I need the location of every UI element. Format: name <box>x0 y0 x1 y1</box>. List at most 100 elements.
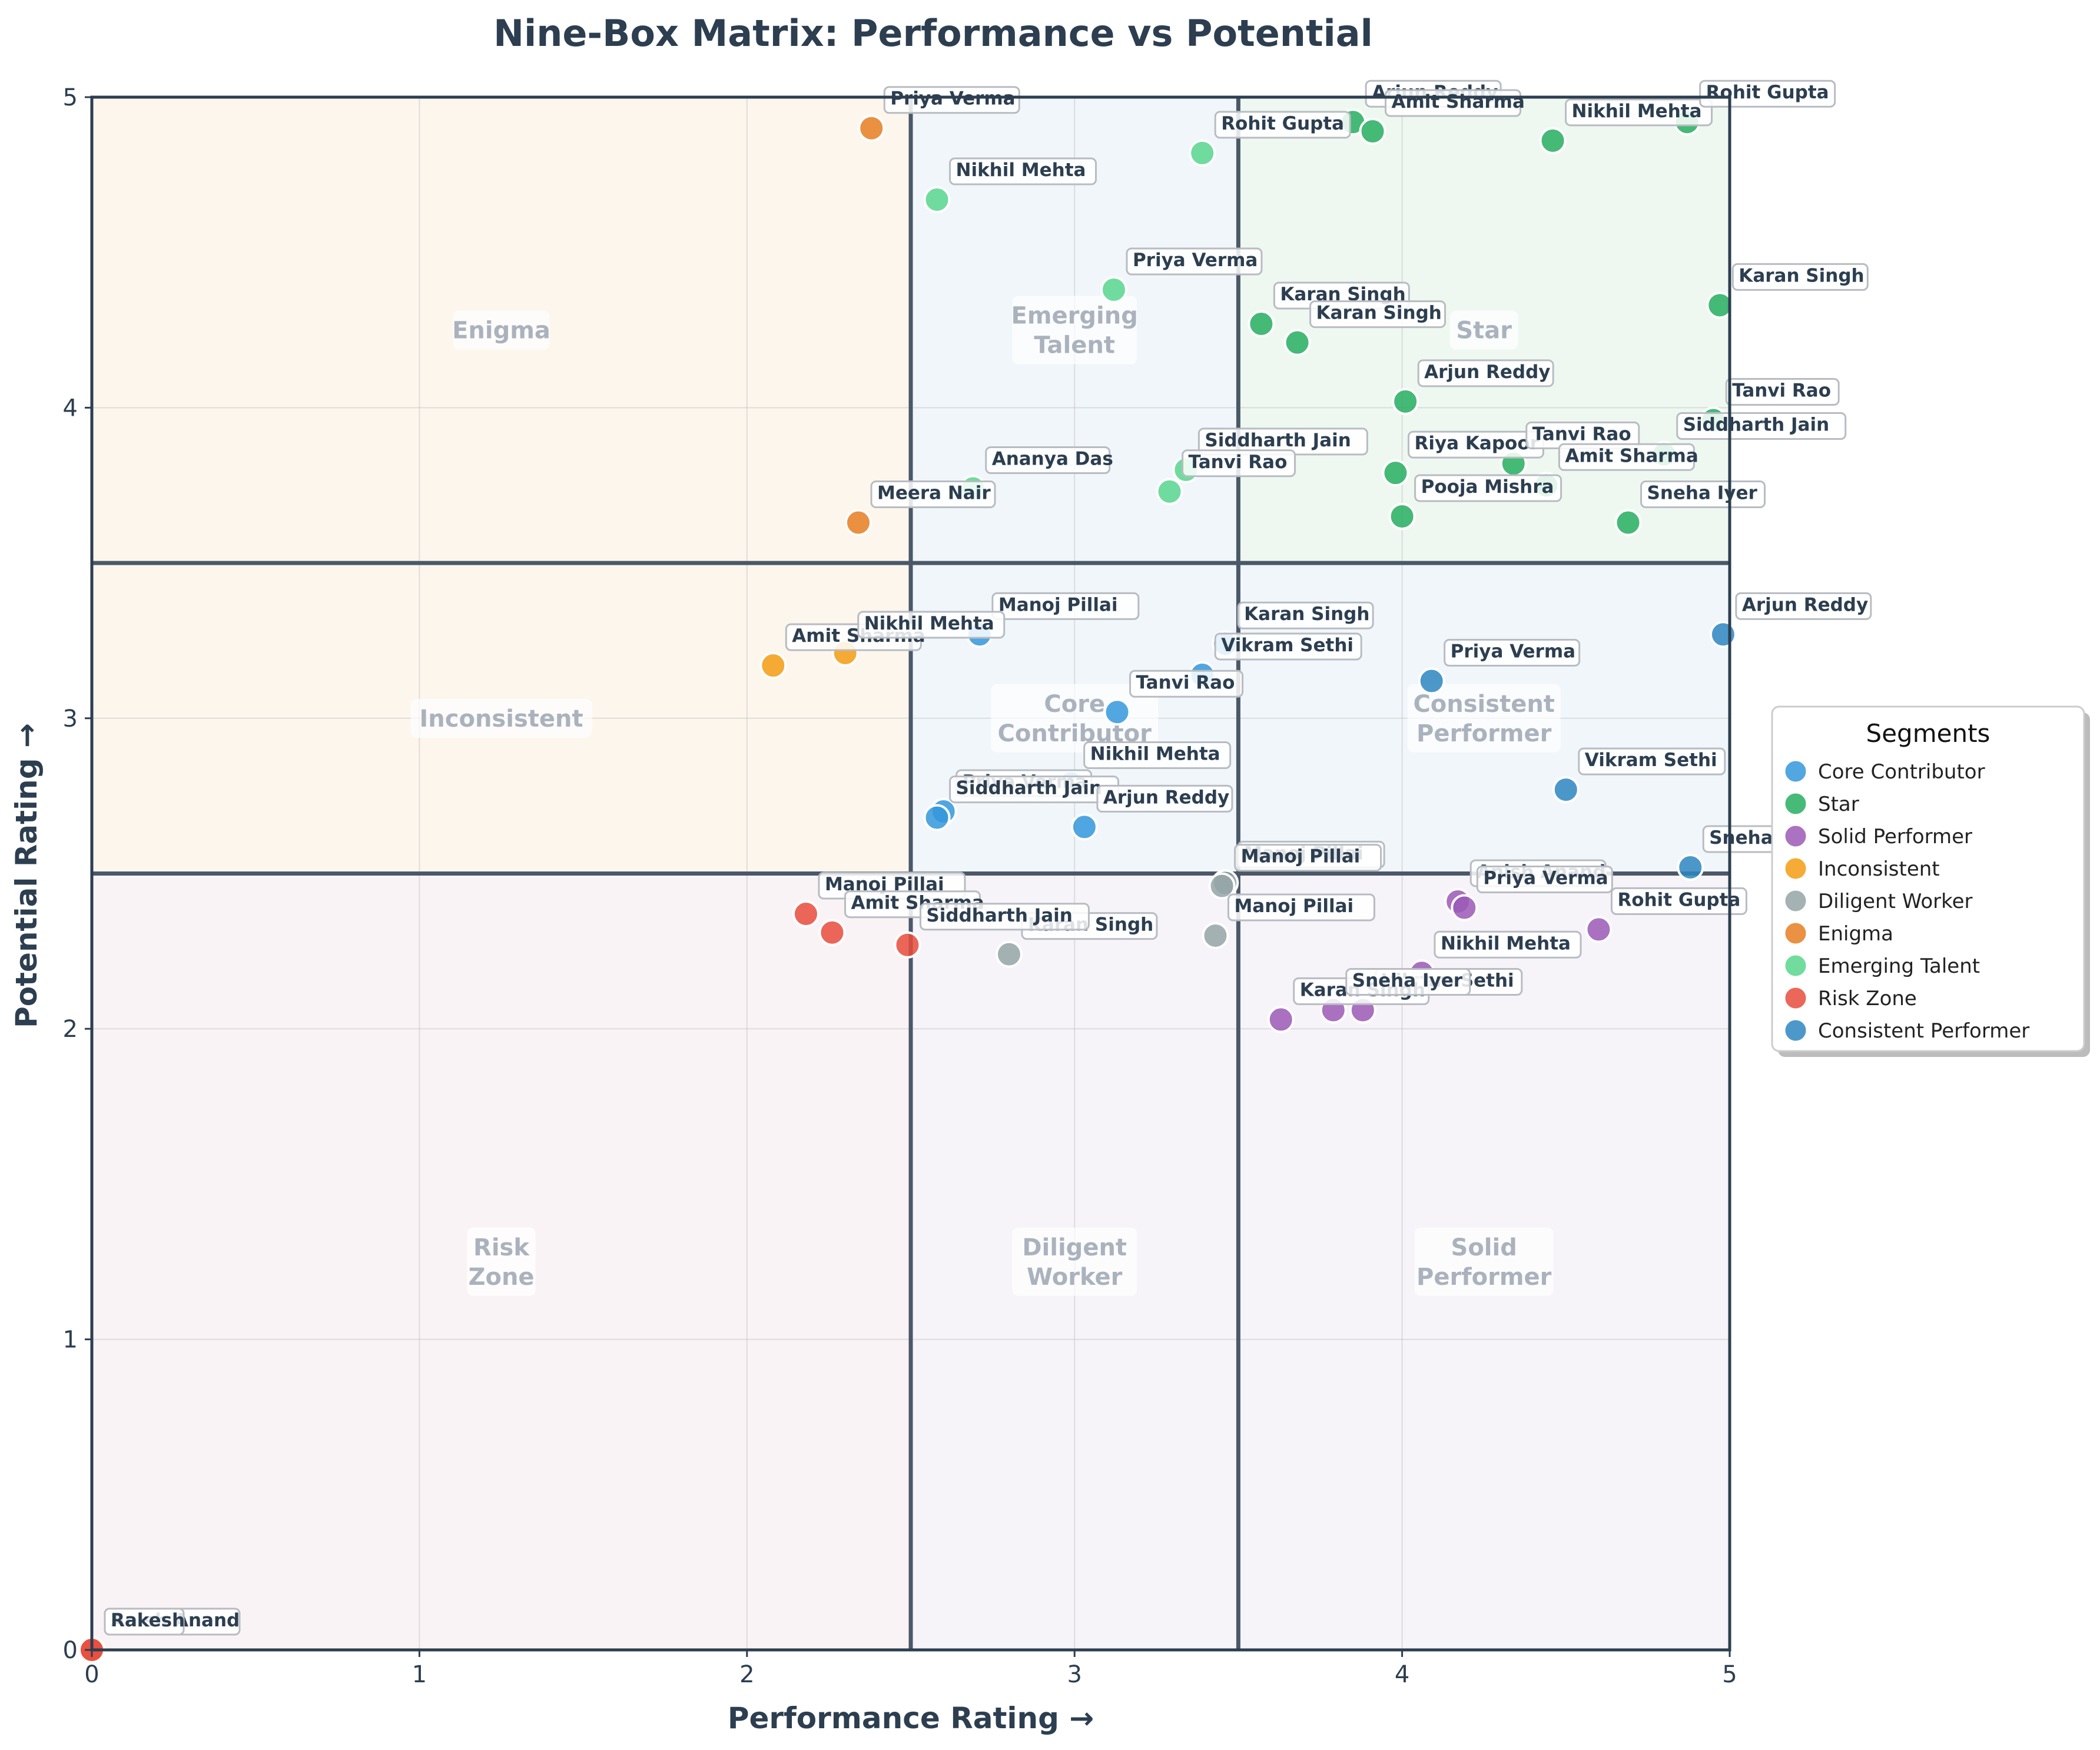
point-label: Pooja Mishra <box>1421 476 1554 498</box>
data-point <box>1388 502 1416 530</box>
y-tick-label: 1 <box>63 1327 78 1354</box>
point-label-box <box>857 611 1006 639</box>
point-label: Arjun Reddy <box>1424 362 1550 383</box>
point-label: Meera Nair <box>877 483 991 504</box>
point-label: Manoj Pillai <box>1234 896 1353 917</box>
point-label: Manoj Pillai <box>998 594 1118 615</box>
point-label: Karan Singh <box>1244 604 1369 625</box>
point-label-box <box>870 480 996 509</box>
region-label: Diligent <box>1022 1234 1127 1261</box>
point-label-box <box>1417 359 1554 387</box>
point-label-box <box>1129 669 1244 698</box>
region-label-box <box>1414 1227 1554 1296</box>
point-label: Sneha Iyer <box>1352 970 1463 992</box>
region-label-box <box>1012 296 1137 364</box>
point-label-box <box>1214 632 1362 661</box>
point-label: Manoj Pillai <box>1241 846 1361 867</box>
legend-marker <box>1783 986 1808 1010</box>
legend-marker <box>1783 856 1808 881</box>
data-point <box>1709 621 1737 648</box>
data-point <box>1202 922 1229 949</box>
point-label: Siddharth Jain <box>1205 430 1351 451</box>
y-tick-label: 2 <box>63 1016 78 1043</box>
data-point <box>1100 276 1127 303</box>
point-label-box <box>104 1608 185 1636</box>
data-point <box>1451 894 1478 922</box>
data-point <box>1539 127 1567 154</box>
legend-entry: Solid Performer <box>1818 825 1972 849</box>
y-tick-label: 5 <box>63 84 78 111</box>
data-point <box>1208 872 1236 900</box>
region-label: Enigma <box>452 317 550 344</box>
legend-marker <box>1783 824 1808 849</box>
data-point <box>923 804 951 831</box>
point-label: Nikhil Mehta <box>864 613 994 634</box>
x-tick-label: 0 <box>84 1661 99 1688</box>
legend-marker <box>1783 921 1808 946</box>
point-label: Priya Verma <box>890 88 1015 110</box>
point-label-box <box>1725 377 1840 406</box>
point-label: Rohit Gupta <box>1706 82 1829 103</box>
data-point <box>844 509 872 536</box>
data-point <box>858 114 885 142</box>
y-axis-title: Potential Rating → <box>9 723 44 1028</box>
region-label: Risk <box>473 1234 530 1261</box>
point-label-box <box>1558 443 1695 471</box>
region-label: Zone <box>468 1264 534 1291</box>
data-point <box>1677 853 1704 881</box>
point-label: Tanvi Rao <box>1189 452 1288 473</box>
point-label-box <box>1735 592 1872 620</box>
point-label-box <box>1699 79 1836 108</box>
point-label-box <box>1126 247 1263 276</box>
data-point <box>1706 291 1734 319</box>
plot-frame <box>90 95 1731 1652</box>
legend-box <box>1771 705 2085 1052</box>
data-point <box>894 931 921 959</box>
point-label-box <box>1096 784 1233 813</box>
x-tick-label: 3 <box>1067 1661 1081 1688</box>
point-label: Arjun Reddy <box>1742 594 1868 615</box>
y-tick-label: 3 <box>63 705 78 733</box>
point-label: Tanvi Rao <box>1532 423 1631 445</box>
point-label: Rohit Gupta <box>1221 113 1344 134</box>
point-label-box <box>1578 747 1726 775</box>
point-label-box <box>1345 968 1471 996</box>
legend-marker <box>1783 953 1808 978</box>
point-label: Rohit Gupta <box>1617 889 1740 910</box>
x-tick-label: 5 <box>1722 1661 1737 1688</box>
point-label-box <box>1214 111 1351 139</box>
region-label: Worker <box>1027 1264 1123 1291</box>
region-label-box <box>1407 684 1561 753</box>
region-label: Talent <box>1034 332 1115 359</box>
point-label-box <box>1565 98 1713 127</box>
data-point <box>818 919 846 946</box>
point-label: Siddharth Jain <box>1683 415 1829 436</box>
region-label-box <box>1449 310 1518 350</box>
legend-marker <box>1783 889 1808 913</box>
legend-marker <box>1783 1018 1808 1043</box>
point-label: Tanvi Rao <box>1732 380 1831 401</box>
point-label-box <box>1237 601 1374 629</box>
point-label: Amit Sharma <box>1565 445 1698 466</box>
point-label: Priya Verma <box>1133 250 1258 271</box>
point-label-box <box>1234 844 1382 872</box>
point-label-box <box>883 86 1020 114</box>
region-label: Inconsistent <box>419 705 583 733</box>
data-point <box>1392 387 1419 415</box>
data-point <box>1585 916 1613 943</box>
legend-entry: Core Contributor <box>1818 760 1985 784</box>
data-point <box>923 186 951 214</box>
point-label-box <box>991 592 1140 620</box>
point-label-box <box>949 157 1097 185</box>
region-label: Consistent <box>1413 691 1555 718</box>
legend-marker <box>1783 759 1808 784</box>
point-label: Nikhil Mehta <box>956 160 1086 181</box>
data-point <box>1103 698 1131 726</box>
data-point <box>1359 118 1386 145</box>
axes: 0 1 2 3 4 5 0 1 2 3 4 5 <box>63 84 1737 1688</box>
point-label: Ananya Das <box>992 449 1113 470</box>
data-point <box>1189 139 1216 167</box>
chart-title: Nine-Box Matrix: Performance vs Potentia… <box>493 12 1373 55</box>
point-label-box <box>1227 893 1375 922</box>
